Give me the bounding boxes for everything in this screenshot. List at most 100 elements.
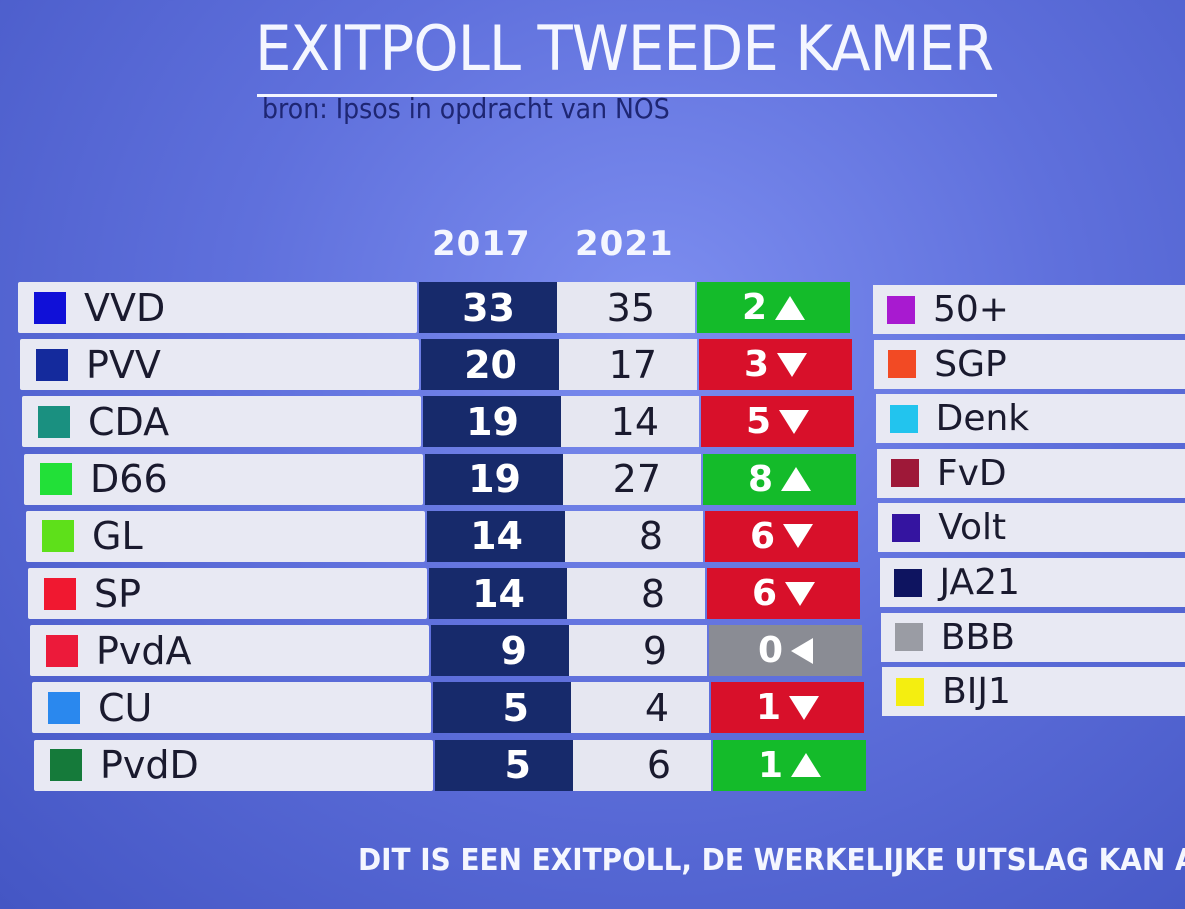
- other-party-fvd: FvD: [876, 448, 1185, 498]
- party-name-cell-gl: GL: [26, 510, 425, 562]
- seats-2021-pvdd: 6: [573, 739, 711, 791]
- arrow-down-icon: [783, 524, 814, 549]
- seats-2017-cda: 19: [423, 396, 561, 448]
- party-name: PvdA: [96, 628, 192, 673]
- party-color-swatch: [36, 348, 68, 381]
- seats-2017-pvv: 20: [421, 339, 559, 391]
- party-name: VVD: [84, 285, 166, 330]
- party-color-swatch: [888, 350, 917, 379]
- other-party-bbb: BBB: [880, 612, 1185, 662]
- seat-change-pvda: 0: [709, 625, 862, 677]
- seats-2021-d66: 27: [563, 453, 701, 505]
- party-name: SGP: [934, 343, 1007, 385]
- party-color-swatch: [892, 513, 921, 542]
- party-color-swatch: [42, 520, 74, 553]
- seats-2017-cu: 5: [433, 682, 571, 734]
- party-color-swatch: [50, 749, 82, 782]
- seat-change-value: 3: [743, 344, 770, 386]
- seats-2021-sp: 8: [567, 568, 705, 619]
- seat-change-sp: 6: [707, 568, 860, 619]
- party-name-cell-cu: CU: [32, 682, 431, 734]
- seats-2021-cda: 14: [561, 396, 699, 448]
- party-color-swatch: [889, 404, 918, 433]
- seat-change-value: 6: [751, 573, 778, 614]
- disclaimer-text: DIT IS EEN EXITPOLL, DE WERKELIJKE UITSL…: [358, 843, 1185, 878]
- seats-2021-gl: 8: [565, 510, 703, 562]
- party-name: CU: [98, 685, 153, 730]
- seat-change-vvd: 2: [697, 282, 850, 333]
- seats-2017-pvdd: 5: [435, 739, 573, 791]
- party-name-cell-pvv: PVV: [20, 339, 419, 391]
- party-name: GL: [92, 514, 143, 559]
- seat-change-gl: 6: [705, 510, 858, 562]
- seat-change-value: 1: [757, 744, 784, 786]
- arrow-down-icon: [785, 581, 816, 606]
- seats-2017-pvda: 9: [431, 625, 569, 677]
- seat-change-value: 2: [741, 287, 768, 328]
- party-color-swatch: [887, 295, 915, 324]
- other-party-volt: Volt: [878, 503, 1185, 553]
- seat-change-value: 8: [747, 458, 774, 500]
- arrow-up-icon: [781, 467, 812, 492]
- seat-change-value: 6: [749, 515, 776, 557]
- party-name: FvD: [936, 452, 1007, 494]
- seat-change-cu: 1: [711, 682, 864, 734]
- seats-2017-d66: 19: [425, 453, 563, 505]
- seats-2021-pvda: 9: [569, 625, 707, 677]
- seat-change-value: 0: [757, 630, 784, 672]
- seats-2017-sp: 14: [429, 568, 567, 619]
- arrow-down-icon: [789, 695, 820, 720]
- other-party-bij1: BIJ1: [882, 667, 1185, 717]
- party-color-swatch: [896, 677, 925, 706]
- arrow-down-icon: [777, 352, 808, 377]
- party-name: PVV: [86, 342, 161, 387]
- arrow-up-icon: [775, 295, 806, 320]
- seats-2017-gl: 14: [427, 510, 565, 562]
- seats-2021-vvd: 35: [557, 282, 695, 333]
- seat-change-value: 1: [755, 687, 782, 729]
- seat-change-pvdd: 1: [713, 739, 866, 791]
- arrow-up-icon: [791, 753, 822, 778]
- other-party-50: 50+: [873, 285, 1185, 334]
- column-header-2021: 2021: [575, 224, 674, 264]
- party-name: Denk: [935, 398, 1030, 440]
- other-party-ja21: JA21: [879, 558, 1185, 607]
- seats-2017-vvd: 33: [419, 282, 557, 333]
- seat-change-value: 5: [745, 401, 772, 443]
- title-underline: [257, 94, 997, 97]
- seat-change-cda: 5: [701, 396, 854, 448]
- seats-2021-cu: 4: [571, 682, 709, 734]
- party-name: Volt: [938, 507, 1007, 549]
- party-name: BIJ1: [942, 671, 1011, 713]
- party-color-swatch: [48, 691, 80, 724]
- party-name: CDA: [88, 399, 170, 444]
- column-header-2017: 2017: [432, 224, 531, 264]
- arrow-left-icon: [791, 637, 814, 664]
- party-name-cell-sp: SP: [28, 568, 427, 619]
- party-name: SP: [94, 571, 142, 616]
- other-party-denk: Denk: [875, 394, 1185, 444]
- party-color-swatch: [44, 577, 76, 610]
- party-color-swatch: [46, 634, 78, 667]
- chart-subtitle: bron: Ipsos in opdracht van NOS: [262, 92, 670, 125]
- party-color-swatch: [893, 568, 922, 597]
- party-name-cell-pvdd: PvdD: [34, 739, 433, 791]
- seat-change-d66: 8: [703, 453, 856, 505]
- party-name: PvdD: [100, 743, 199, 788]
- party-name: BBB: [940, 616, 1015, 658]
- party-name-cell-cda: CDA: [22, 396, 421, 448]
- party-name-cell-pvda: PvdA: [30, 625, 429, 677]
- party-name-cell-vvd: VVD: [18, 282, 417, 333]
- party-name-cell-d66: D66: [24, 453, 423, 505]
- party-color-swatch: [894, 623, 923, 652]
- party-name: JA21: [939, 562, 1020, 603]
- arrow-down-icon: [779, 409, 810, 434]
- seat-change-pvv: 3: [699, 339, 852, 391]
- other-party-sgp: SGP: [874, 339, 1185, 389]
- party-color-swatch: [38, 405, 70, 438]
- chart-title: EXITPOLL TWEEDE KAMER: [255, 12, 994, 85]
- party-name: D66: [90, 457, 168, 502]
- seats-2021-pvv: 17: [559, 339, 697, 391]
- party-color-swatch: [890, 459, 919, 488]
- party-name: 50+: [933, 289, 1009, 330]
